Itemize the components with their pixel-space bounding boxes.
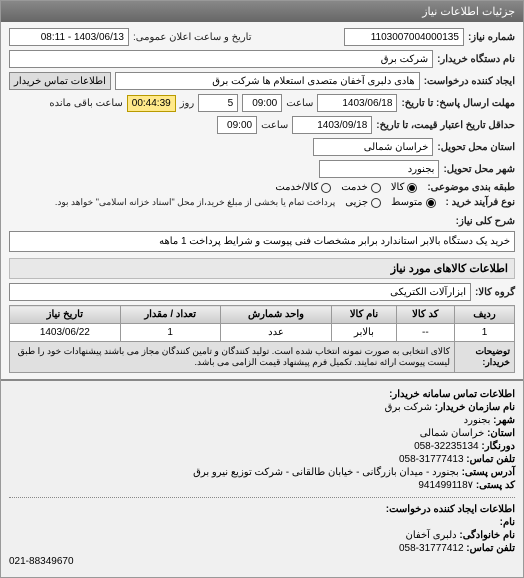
notes-label: توضیحات خریدار: [455, 342, 515, 373]
remaining-days: 5 [198, 94, 238, 112]
remaining-time: 00:44:39 [127, 95, 176, 112]
process-opt-1[interactable]: جزیی [345, 197, 381, 208]
cell-3: عدد [220, 324, 332, 342]
group-value: ابزارآلات الکتریکی [9, 283, 471, 301]
notes-text: کالای انتخابی به صورت نمونه انتخاب شده ا… [10, 342, 455, 373]
f-tel: 31777413-058 [399, 454, 464, 465]
time-label-1: ساعت [286, 98, 313, 109]
city-value: بجنورد [319, 160, 439, 178]
f-city-label: شهر: [493, 415, 515, 426]
col-5: تاریخ نیاز [10, 306, 121, 324]
f-addr-label: آدرس پستی: [462, 467, 515, 478]
budget-opt-1-label: خدمت [341, 182, 368, 193]
col-4: تعداد / مقدار [120, 306, 220, 324]
f-addr: بجنورد - میدان بازرگانی - خیابان طالقانی… [193, 467, 459, 478]
footer-title: اطلاعات تماس سامانه خریدار: [9, 389, 515, 400]
budget-type-label: طبقه بندی موضوعی: [427, 182, 515, 193]
f-org: شرکت برق [385, 402, 432, 413]
f-tel-label: تلفن تماس: [466, 454, 515, 465]
cell-4: 1 [120, 324, 220, 342]
f-fax-label: دورنگار: [481, 441, 515, 452]
f-post: 941499118۷ [418, 480, 473, 491]
budget-opt-2[interactable]: کالا/خدمت [275, 182, 331, 193]
overall-label: شرح کلی نیاز: [456, 216, 515, 227]
creator-value: هادی دلبری آخفان متصدی استعلام ها شرکت ب… [115, 72, 420, 90]
remaining-label: ساعت باقی مانده [49, 98, 122, 109]
creator-label: ایجاد کننده درخواست: [424, 76, 515, 87]
notes-row: توضیحات خریدار: کالای انتخابی به صورت نم… [10, 342, 515, 373]
items-table: ردیف کد کالا نام کالا واحد شمارش تعداد /… [9, 305, 515, 373]
table-row: 1 -- بالابر عدد 1 1403/06/22 [10, 324, 515, 342]
f-family-label: نام خانوادگی: [459, 530, 515, 541]
validity-time: 09:00 [217, 116, 257, 134]
time-label-2: ساعت [261, 120, 288, 131]
f-fax: 32235134-058 [414, 441, 479, 452]
budget-opt-0[interactable]: کالا [391, 182, 418, 193]
city-label: شهر محل تحویل: [443, 164, 515, 175]
budget-opt-0-label: کالا [391, 182, 405, 193]
province-value: خراسان شمالی [313, 138, 433, 156]
budget-opt-2-label: کالا/خدمت [275, 182, 318, 193]
validity-date: 1403/09/18 [292, 116, 372, 134]
announce-label: تاریخ و ساعت اعلان عمومی: [133, 32, 252, 43]
col-2: نام کالا [332, 306, 396, 324]
process-opt-0-label: متوسط [391, 197, 422, 208]
contact-button[interactable]: اطلاعات تماس خریدار [9, 72, 111, 90]
f-prov-label: استان: [487, 428, 515, 439]
f-tel2-label: تلفن تماس: [466, 543, 515, 554]
overall-desc: خرید یک دستگاه بالابر استاندارد برابر مش… [9, 231, 515, 252]
budget-opt-1[interactable]: خدمت [341, 182, 381, 193]
process-opt-1-label: جزیی [345, 197, 368, 208]
announce-value: 1403/06/13 - 08:11 [9, 28, 129, 46]
items-header: اطلاعات کالاهای مورد نیاز [9, 258, 515, 279]
f-tel2: 31777412-058 [399, 543, 464, 554]
panel-header: جزئیات اطلاعات نیاز [1, 1, 523, 22]
f-city: بجنورد [464, 415, 491, 426]
cell-2: بالابر [332, 324, 396, 342]
process-note: پرداخت تمام یا بخشی از مبلغ خرید،از محل … [55, 197, 335, 208]
f-creator-title: اطلاعات ایجاد کننده درخواست: [9, 504, 515, 515]
group-label: گروه کالا: [475, 287, 515, 298]
radio-icon [426, 198, 436, 208]
cell-5: 1403/06/22 [10, 324, 121, 342]
radio-icon [321, 183, 331, 193]
validity-label: حداقل تاریخ اعتبار قیمت، تا تاریخ: [376, 120, 515, 131]
f-prov: خراسان شمالی [420, 428, 485, 439]
deadline-label: مهلت ارسال پاسخ: تا تاریخ: [401, 98, 515, 109]
f-family: دلبری آخفان [406, 530, 457, 541]
f-org-label: نام سازمان خریدار: [435, 402, 515, 413]
buyer-name-label: نام دستگاه خریدار: [437, 54, 515, 65]
req-no-value: 1103007004000135 [344, 28, 464, 46]
f-name-label: نام: [500, 517, 515, 528]
process-type-label: نوع فرآیند خرید : [446, 197, 515, 208]
radio-icon [371, 183, 381, 193]
footer: اطلاعات تماس سامانه خریدار: نام سازمان خ… [1, 379, 523, 577]
req-no-label: شماره نیاز: [468, 32, 515, 43]
deadline-date: 1403/06/18 [317, 94, 397, 112]
f-post-label: کد پستی: [476, 480, 515, 491]
col-1: کد کالا [396, 306, 454, 324]
col-0: ردیف [455, 306, 515, 324]
process-opt-0[interactable]: متوسط [391, 197, 435, 208]
buyer-name-value: شرکت برق [9, 50, 433, 68]
col-3: واحد شمارش [220, 306, 332, 324]
deadline-time: 09:00 [242, 94, 282, 112]
radio-icon [371, 198, 381, 208]
f-tel3: 021-88349670 [9, 556, 74, 567]
radio-icon [407, 183, 417, 193]
province-label: استان محل تحویل: [437, 142, 515, 153]
remaining-days-label: روز [180, 98, 195, 109]
cell-1: -- [396, 324, 454, 342]
cell-0: 1 [455, 324, 515, 342]
